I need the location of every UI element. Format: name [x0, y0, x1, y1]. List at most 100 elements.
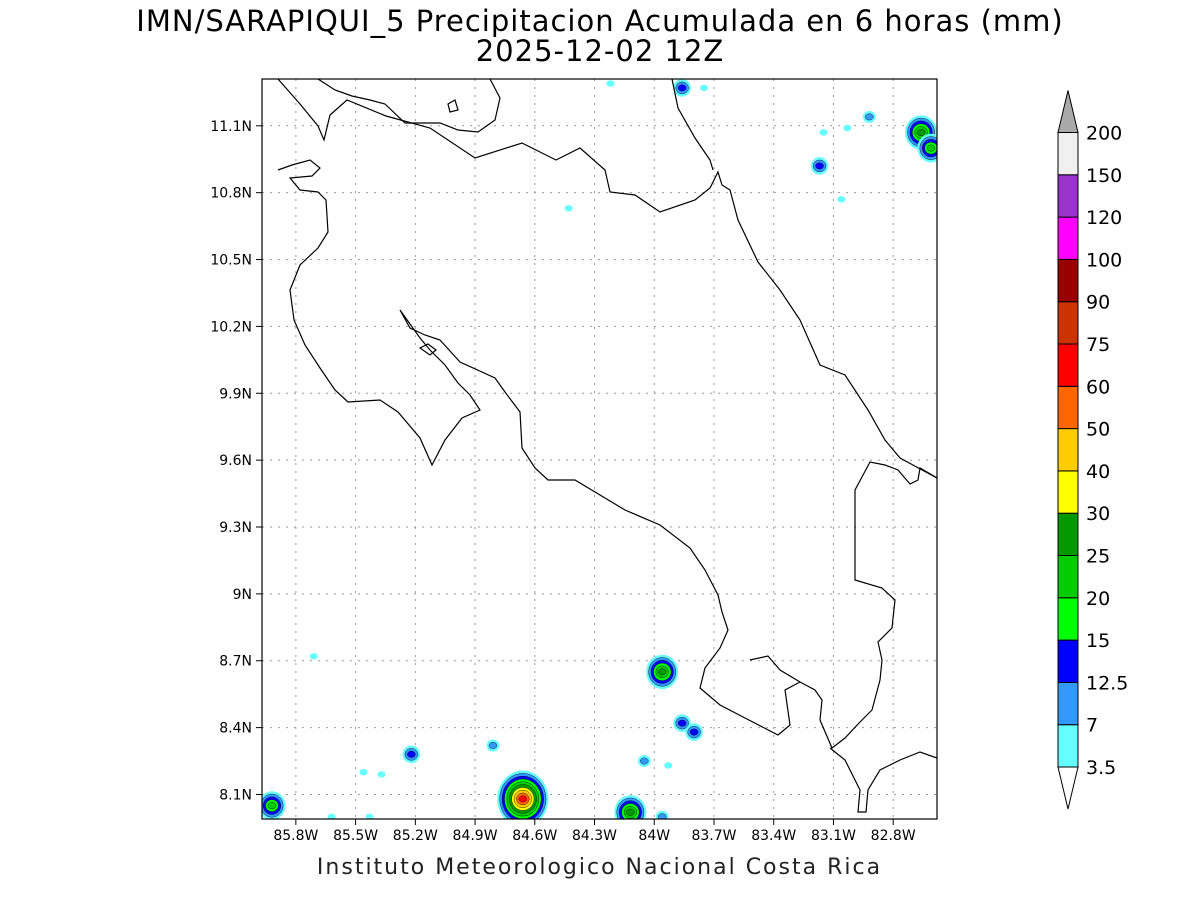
precipitation-field	[262, 79, 937, 819]
y-tick-label: 8.1N	[219, 787, 252, 803]
x-tick-label: 84.9W	[453, 828, 498, 844]
colorbar-segment	[1057, 470, 1079, 514]
colorbar-label: 90	[1086, 292, 1110, 314]
colorbar-label: 40	[1086, 461, 1110, 483]
colorbar: 3.5 7 12.5 15 20 25 30 40 50 60 75 90 100 120 150 200	[1057, 90, 1128, 810]
precip-cell	[655, 810, 669, 819]
y-tick-label: 10.2N	[210, 319, 252, 335]
precip-contour	[327, 813, 336, 819]
colorbar-segment	[1057, 216, 1079, 260]
precip-cell	[262, 791, 286, 819]
precip-cell	[664, 762, 673, 769]
chira-island	[418, 343, 437, 356]
precip-cell	[810, 157, 829, 175]
precip-contour	[926, 144, 936, 152]
colorbar-label: 12.5	[1086, 672, 1128, 694]
colorbar-label: 60	[1086, 376, 1110, 398]
colorbar-label: 120	[1086, 207, 1122, 229]
precip-contour	[664, 762, 673, 769]
precip-contour	[488, 742, 498, 749]
y-tick-label: 8.4N	[219, 721, 252, 737]
panama-pacific-coast	[829, 747, 937, 813]
precip-cell	[837, 196, 846, 203]
precip-cell	[402, 745, 421, 764]
colorbar-segment	[1057, 512, 1079, 557]
colorbar-segment	[1057, 301, 1079, 345]
precip-contour	[689, 728, 699, 736]
colorbar-label: 30	[1086, 503, 1110, 525]
colorbar-label: 100	[1086, 249, 1122, 271]
x-tick-label: 83.4W	[751, 828, 796, 844]
precip-cell	[606, 80, 615, 87]
x-tick-label: 83.1W	[811, 828, 856, 844]
precip-cell	[497, 770, 549, 819]
precip-cell	[819, 129, 828, 136]
y-tick-label: 11.1N	[210, 119, 252, 135]
precip-contour	[267, 802, 277, 810]
precip-contour	[819, 129, 828, 136]
precip-cell	[614, 795, 647, 819]
x-tick-label: 84.6W	[512, 828, 557, 844]
precip-contour	[518, 795, 528, 803]
precip-cell	[700, 84, 709, 92]
colorbar-segment	[1057, 428, 1079, 472]
osa-gulf-outline	[749, 655, 801, 683]
y-tick-label: 9.9N	[219, 386, 252, 402]
colorbar-segment	[1057, 343, 1079, 387]
colorbar-segment	[1057, 724, 1079, 768]
precip-contour	[640, 757, 649, 765]
colorbar-label: 15	[1086, 630, 1110, 652]
precip-cell	[365, 813, 374, 819]
colorbar-segment	[1057, 385, 1079, 430]
precip-contour	[815, 162, 824, 170]
colorbar-segment	[1057, 681, 1079, 726]
precip-cell	[377, 771, 386, 778]
precip-cell	[486, 739, 500, 752]
coastline	[277, 79, 937, 813]
x-tick-label: 84.3W	[572, 828, 617, 844]
colorbar-segment	[1057, 174, 1079, 218]
footer-credit: Instituto Meteorologico Nacional Costa R…	[316, 855, 883, 880]
x-tick-label: 85.8W	[273, 828, 318, 844]
pacific-coast-north	[277, 159, 937, 749]
map-title: IMN/SARAPIQUI_5 Precipitacion Acumulada …	[136, 4, 1064, 38]
precip-contour	[606, 80, 615, 87]
colorbar-label: 25	[1086, 546, 1110, 568]
colorbar-segment	[1057, 639, 1079, 683]
x-tick-label: 84W	[638, 828, 670, 844]
precip-contour	[700, 84, 709, 92]
precip-cell	[685, 723, 703, 741]
precip-cell	[843, 124, 852, 132]
precip-contour	[658, 668, 667, 676]
y-axis-ticks: 11.1N 10.8N 10.5N 10.2N 9.9N 9.6N 9.3N 9N 8.7N 8.…	[210, 119, 262, 803]
colorbar-segment	[1057, 555, 1079, 599]
precip-cell	[359, 768, 368, 776]
precip-contour	[837, 196, 846, 203]
precip-cell	[862, 110, 876, 123]
y-tick-label: 9.3N	[219, 520, 252, 536]
lake-island	[447, 99, 459, 113]
colorbar-label: 50	[1086, 419, 1110, 441]
x-tick-label: 83.7W	[691, 828, 736, 844]
colorbar-label: 3.5	[1086, 757, 1116, 779]
precip-contour	[377, 771, 386, 778]
y-tick-label: 8.7N	[219, 654, 252, 670]
precip-cell	[917, 133, 937, 163]
precip-cell	[327, 813, 336, 819]
colorbar-segment	[1057, 258, 1079, 303]
precip-cell	[646, 654, 679, 690]
precip-contour	[626, 808, 635, 816]
precip-contour	[564, 205, 573, 212]
nicaragua-border-and-caribbean-coast	[277, 79, 937, 479]
y-tick-label: 10.8N	[210, 186, 252, 202]
y-tick-label: 10.5N	[210, 253, 252, 269]
x-tick-label: 85.2W	[393, 828, 438, 844]
graticule	[262, 79, 937, 819]
colorbar-label: 20	[1086, 588, 1110, 610]
x-tick-label: 85.5W	[333, 828, 378, 844]
precip-contour	[309, 653, 318, 660]
x-tick-label: 82.8W	[871, 828, 916, 844]
precip-contour	[365, 813, 374, 819]
precip-cell	[637, 755, 651, 768]
